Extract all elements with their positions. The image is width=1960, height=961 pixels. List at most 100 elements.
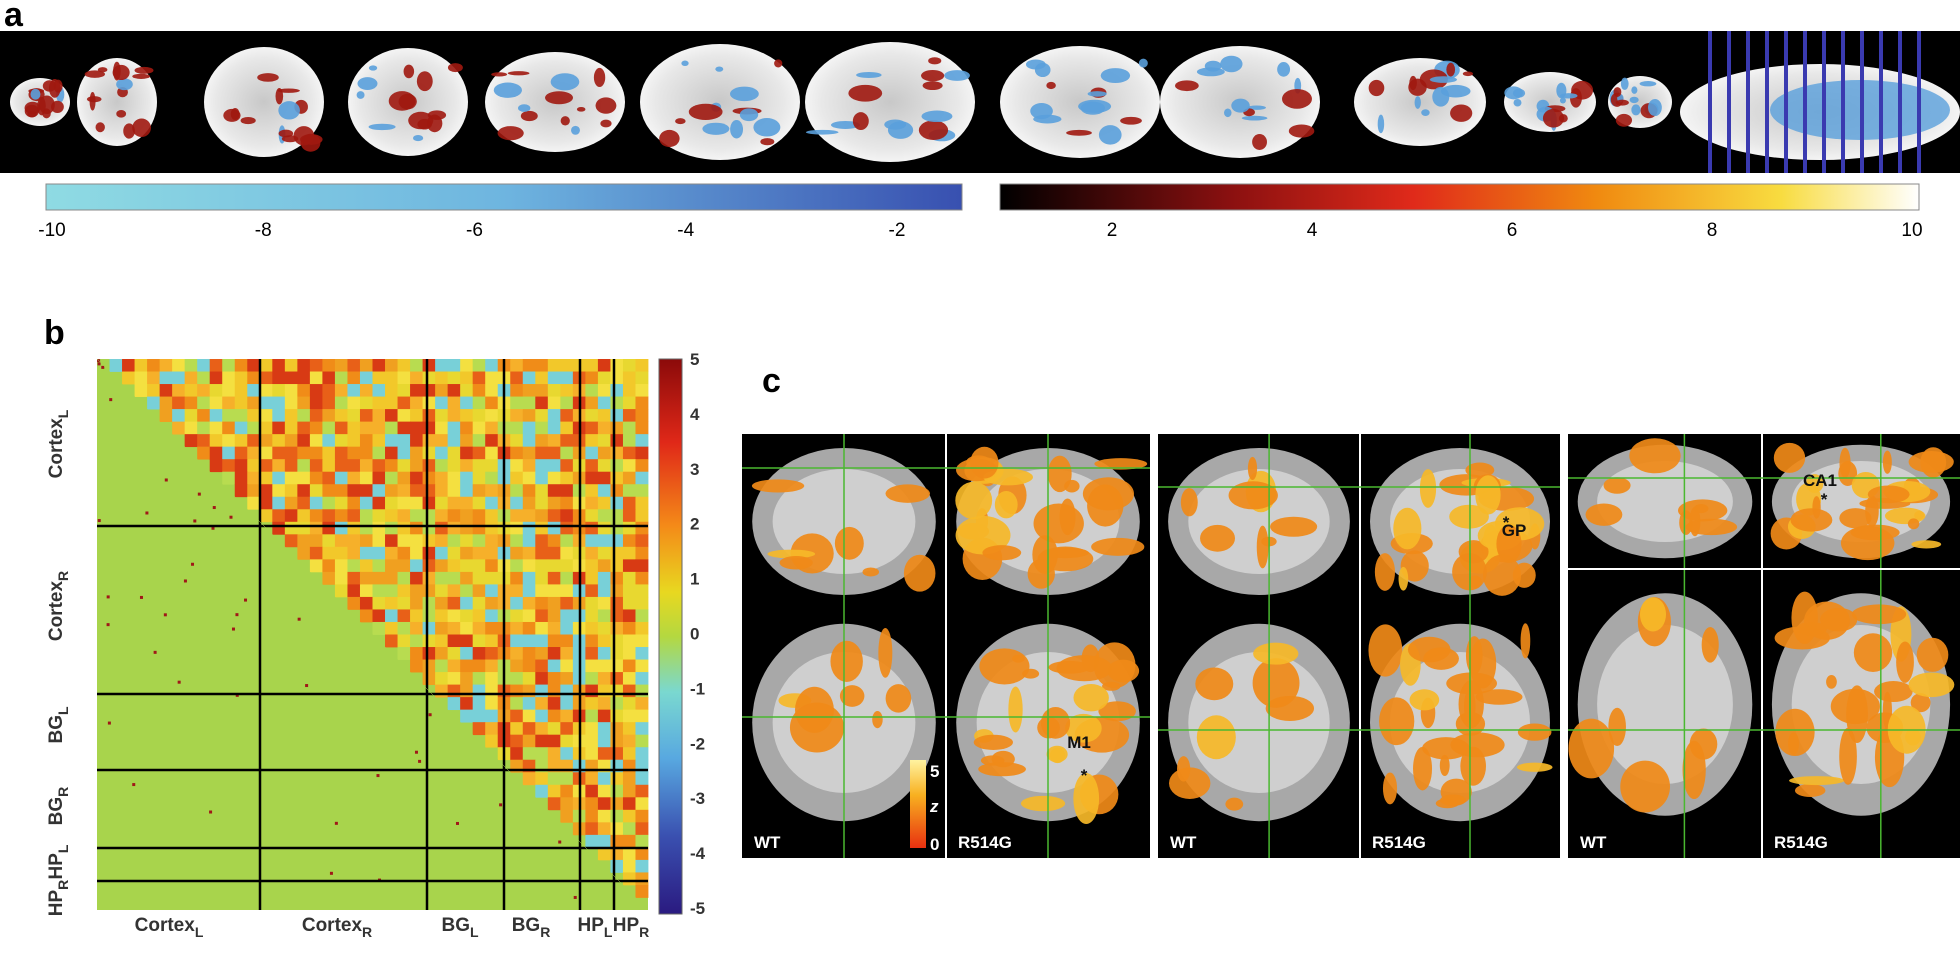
matrix-cell [610,772,624,786]
matrix-cell [635,822,649,836]
axis-label: HPR [613,915,650,940]
activation-blob [1368,624,1403,677]
matrix-cell [447,534,461,548]
matrix-cell [522,697,536,711]
activation-blob [1256,525,1269,569]
matrix-dot [107,721,111,725]
matrix-cell [485,559,499,573]
matrix-cell [560,747,574,761]
matrix-cell [359,521,373,535]
matrix-cell [597,809,611,823]
matrix-cell [259,471,273,485]
matrix-cell [597,459,611,473]
matrix-cell [435,609,449,623]
matrix-cell [209,434,223,448]
matrix-cell [297,534,311,548]
matrix-cell [485,672,499,685]
matrix-cell [535,521,549,535]
matrix-cell [635,709,649,723]
matrix-cell [560,384,574,397]
colorbar-tick-label: 6 [1507,220,1518,241]
matrix-cell [247,484,261,498]
matrix-cell [597,434,611,448]
annotation: CA1 [1803,471,1837,490]
matrix-cell [322,409,336,423]
matrix-cell [385,621,398,635]
matrix-cell [597,621,611,635]
matrix-cell [585,797,599,811]
activation-blob [1446,62,1456,77]
matrix-cell [172,396,186,410]
matrix-cell [347,396,361,410]
matrix-cell [435,384,449,397]
matrix-cell [560,734,574,748]
matrix-cell [234,471,248,485]
matrix-cell [597,784,611,798]
matrix-cell [359,609,373,623]
matrix-cell [247,434,261,448]
activation-blob [1475,689,1523,705]
matrix-cell [222,359,236,372]
matrix-cell [410,647,423,660]
matrix-cell [309,521,323,535]
matrix-cell [309,484,323,498]
activation-blob [1615,99,1629,106]
matrix-cell [447,596,461,610]
matrix-cell [147,396,161,410]
activation-blob [795,686,834,733]
matrix-cell [635,484,649,498]
activation-blob [1025,59,1046,70]
matrix-cell [610,396,624,410]
matrix-cell [259,371,273,385]
matrix-cell [522,596,536,610]
matrix-cell [322,521,336,535]
matrix-cell [585,772,599,786]
matrix-cell [597,571,611,585]
matrix-cell [485,521,499,535]
matrix-cell [284,496,298,510]
matrix-cell [347,409,361,423]
matrix-cell [460,647,474,660]
activation-blob [497,126,524,141]
matrix-cell [622,459,636,473]
matrix-cell [510,621,524,635]
matrix-cell [610,509,624,523]
matrix-cell [597,596,611,610]
activation-blob [830,120,861,129]
label-subscript: L [195,924,204,940]
activation-blob [730,119,744,139]
matrix-cell [435,546,449,560]
matrix-cell [610,409,624,423]
matrix-cell [247,359,261,372]
matrix-cell [597,409,611,423]
matrix-cell [522,559,536,573]
matrix-cell [297,421,311,435]
matrix-cell [485,709,499,723]
activation-blob [862,567,880,577]
matrix-cell [597,396,611,410]
matrix-cell [560,659,574,673]
matrix-cell [610,596,624,610]
activation-blob [944,70,970,81]
axis-label: CortexR [46,571,71,641]
matrix-cell [560,609,574,623]
activation-blob [1839,508,1872,529]
label-subscript: R [55,787,71,797]
activation-blob [1368,79,1385,97]
matrix-cell [635,471,649,485]
matrix-cell [535,471,549,485]
matrix-dot [106,595,110,599]
matrix-cell [172,371,186,385]
matrix-cell [397,546,411,560]
matrix-cell [510,634,524,648]
matrix-cell [522,546,536,560]
matrix-cell [159,396,173,410]
matrix-cell [522,459,536,473]
activation-blob [1620,760,1671,813]
matrix-cell [472,609,486,623]
activation-blob [1450,732,1505,758]
colorbar-tick-label: 4 [1307,220,1318,241]
matrix-cell [585,684,599,698]
matrix-cell [359,371,373,385]
matrix-cell [259,396,273,410]
